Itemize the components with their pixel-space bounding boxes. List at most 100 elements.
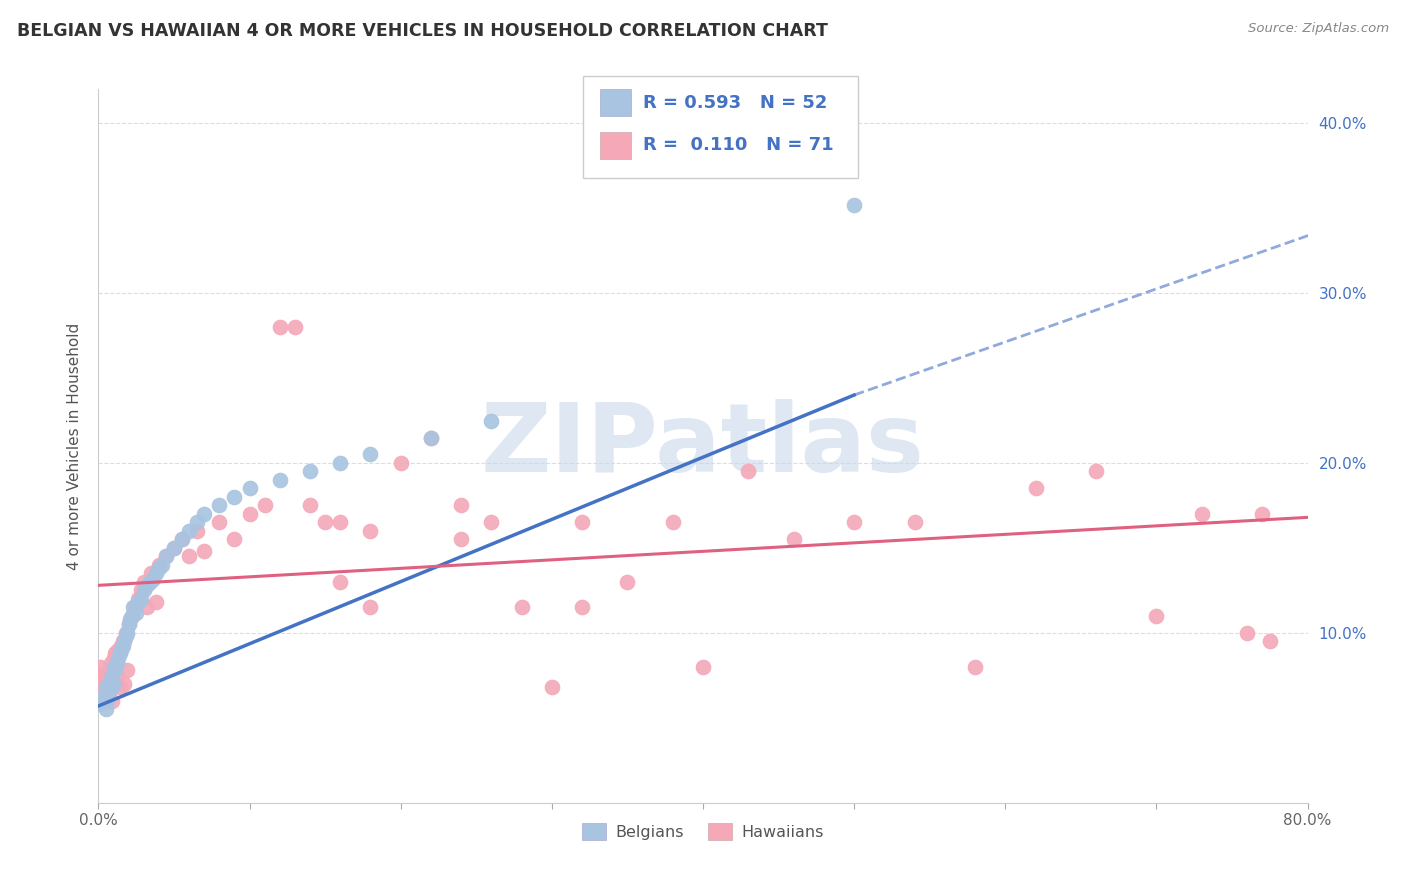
Point <box>314 516 336 530</box>
Point <box>193 507 215 521</box>
Point <box>127 595 149 609</box>
Point <box>96 685 118 699</box>
Point <box>98 677 121 691</box>
Point <box>224 490 246 504</box>
Point <box>179 549 201 564</box>
Point <box>98 685 121 699</box>
Point <box>148 558 170 572</box>
Point <box>208 516 231 530</box>
Point <box>115 626 138 640</box>
Point <box>107 643 129 657</box>
Point <box>163 541 186 555</box>
Point <box>360 524 382 538</box>
Point <box>112 677 135 691</box>
Point <box>103 651 125 665</box>
Point <box>148 561 170 575</box>
Point <box>299 465 322 479</box>
Point <box>844 198 866 212</box>
Point <box>253 499 276 513</box>
Point <box>118 617 141 632</box>
Point <box>284 320 307 334</box>
Point <box>420 430 443 444</box>
Point <box>96 694 118 708</box>
Point <box>105 668 128 682</box>
Point <box>1251 507 1274 521</box>
Point <box>121 608 143 623</box>
Point <box>94 680 117 694</box>
Point <box>110 643 132 657</box>
Legend: Belgians, Hawaiians: Belgians, Hawaiians <box>575 817 831 847</box>
Point <box>360 448 382 462</box>
Point <box>616 574 638 589</box>
Y-axis label: 4 or more Vehicles in Household: 4 or more Vehicles in Household <box>67 322 83 570</box>
Point <box>186 524 208 538</box>
Point <box>661 516 683 530</box>
Point <box>571 516 593 530</box>
Point <box>110 640 132 654</box>
Point <box>179 524 201 538</box>
Point <box>112 634 135 648</box>
Text: ZIPatlas: ZIPatlas <box>481 400 925 492</box>
Point <box>299 499 322 513</box>
Point <box>121 608 143 623</box>
Point <box>360 600 382 615</box>
Point <box>904 516 927 530</box>
Point <box>93 690 115 705</box>
Point <box>510 600 533 615</box>
Point <box>100 657 122 671</box>
Point <box>783 533 806 547</box>
Point <box>239 482 262 496</box>
Point <box>103 660 125 674</box>
Text: BELGIAN VS HAWAIIAN 4 OR MORE VEHICLES IN HOUSEHOLD CORRELATION CHART: BELGIAN VS HAWAIIAN 4 OR MORE VEHICLES I… <box>17 22 828 40</box>
Point <box>135 578 157 592</box>
Point <box>269 473 291 487</box>
Point <box>103 677 125 691</box>
Point <box>965 660 987 674</box>
Point <box>139 574 162 589</box>
Point <box>129 591 152 606</box>
Point <box>239 507 262 521</box>
Point <box>1144 608 1167 623</box>
Point <box>98 663 121 677</box>
Text: Source: ZipAtlas.com: Source: ZipAtlas.com <box>1249 22 1389 36</box>
Point <box>450 533 472 547</box>
Point <box>193 544 215 558</box>
Point <box>105 657 128 671</box>
Point <box>122 600 145 615</box>
Point <box>692 660 714 674</box>
Point <box>1024 482 1046 496</box>
Point <box>481 413 503 427</box>
Point <box>269 320 291 334</box>
Point <box>329 516 352 530</box>
Point <box>208 499 231 513</box>
Point <box>104 663 127 677</box>
Point <box>129 583 152 598</box>
Point <box>91 694 114 708</box>
Point <box>125 606 148 620</box>
Point <box>141 566 163 581</box>
Point <box>389 456 412 470</box>
Point <box>108 680 131 694</box>
Point <box>142 572 165 586</box>
Point <box>100 680 122 694</box>
Point <box>118 617 141 632</box>
Point <box>120 612 142 626</box>
Point <box>186 516 208 530</box>
Point <box>420 430 443 444</box>
Point <box>329 574 352 589</box>
Point <box>1258 634 1281 648</box>
Point <box>101 694 124 708</box>
Point <box>135 600 157 615</box>
Point <box>450 499 472 513</box>
Point <box>107 651 129 665</box>
Point <box>571 600 593 615</box>
Point <box>163 541 186 555</box>
Point <box>1191 507 1213 521</box>
Point <box>90 698 112 712</box>
Point <box>155 549 177 564</box>
Point <box>155 549 177 564</box>
Point <box>100 673 122 688</box>
Point <box>145 595 167 609</box>
Point <box>104 646 127 660</box>
Point <box>329 456 352 470</box>
